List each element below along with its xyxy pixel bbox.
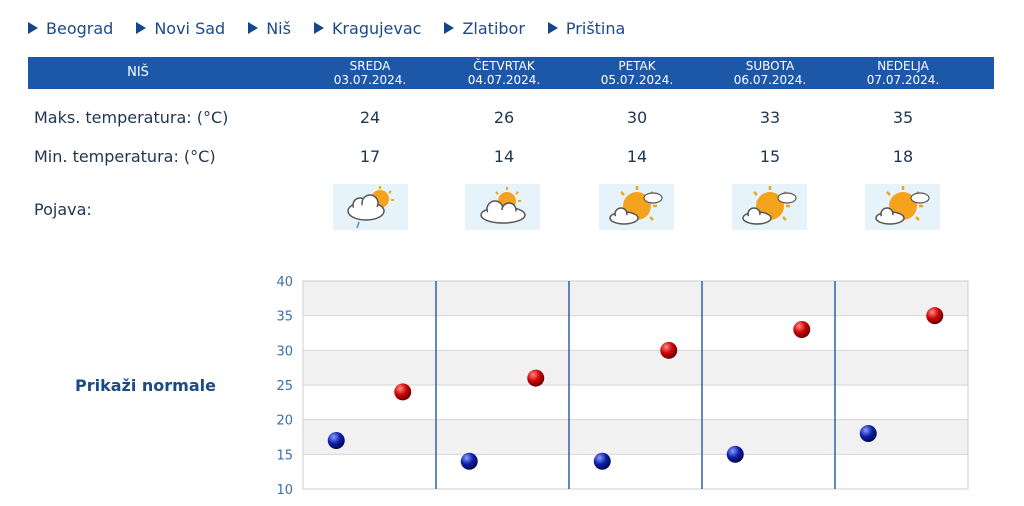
arrow-right-icon	[547, 22, 558, 34]
min-temp-value: 14	[493, 147, 515, 166]
arrow-right-icon	[248, 22, 259, 34]
day-name: SREDA	[349, 59, 391, 73]
max-temp-marker	[660, 341, 678, 359]
show-normals-link[interactable]: Prikaži normale	[75, 376, 216, 395]
nav-item-novi-sad[interactable]: Novi Sad	[136, 17, 225, 39]
nav-item-zlatibor[interactable]: Zlatibor	[444, 17, 525, 39]
day-name: NEDELJA	[877, 59, 929, 73]
arrow-right-icon	[28, 22, 38, 34]
arrow-right-icon	[444, 22, 455, 34]
min-temp-marker	[859, 425, 877, 443]
min-temp-value: 17	[359, 147, 381, 166]
max-temp-value: 24	[359, 108, 381, 127]
chart-band	[303, 419, 968, 455]
min-temp-value: 15	[759, 147, 781, 166]
min-temp-value: 18	[892, 147, 914, 166]
day-header-4: NEDELJA 07.07.2024.	[853, 57, 953, 91]
chart-band	[303, 385, 968, 420]
sun-cloud-rain-icon	[333, 184, 408, 230]
chart-band	[303, 350, 968, 385]
day-name: ČETVRTAK	[473, 59, 535, 73]
nav-label[interactable]: Niš	[266, 18, 291, 38]
max-temp-marker	[926, 307, 944, 325]
max-temp-value: 30	[626, 108, 648, 127]
sun-cloud-icon	[865, 184, 940, 230]
arrow-right-icon	[313, 22, 324, 34]
nav-label[interactable]: Beograd	[46, 18, 114, 38]
chart-band	[303, 454, 968, 489]
plot-frame	[302, 280, 969, 490]
day-header-0: SREDA 03.07.2024.	[320, 57, 420, 91]
nav-label[interactable]: Kragujevac	[331, 18, 422, 38]
nav-item-nis[interactable]: Niš	[248, 17, 291, 39]
max-temp-label: Maks. temperatura: (°C)	[34, 108, 229, 127]
sun-cloud-icon	[465, 184, 540, 230]
chart-band	[303, 281, 968, 316]
y-tick-label: 30	[276, 344, 293, 359]
min-temp-label: Min. temperatura: (°C)	[34, 147, 216, 166]
chart-band	[303, 315, 968, 351]
min-temp-marker	[327, 431, 345, 449]
y-tick-label: 20	[276, 414, 293, 429]
city-navigation: Beograd Novi Sad Niš Kragujevac Zlatibor…	[28, 17, 648, 39]
day-date: 07.07.2024.	[866, 73, 940, 87]
day-date: 04.07.2024.	[467, 73, 541, 87]
forecast-header: NIŠ SREDA 03.07.2024. ČETVRTAK 04.07.202…	[28, 57, 994, 89]
y-tick-label: 15	[276, 448, 293, 463]
city-name: NIŠ	[127, 65, 149, 80]
nav-item-pristina[interactable]: Priština	[547, 17, 626, 39]
day-date: 03.07.2024.	[333, 73, 407, 87]
min-temp-marker	[593, 452, 611, 470]
sun-cloud-icon	[599, 184, 674, 230]
nav-label[interactable]: Novi Sad	[154, 18, 226, 38]
arrow-right-icon	[136, 22, 147, 34]
day-header-2: PETAK 05.07.2024.	[587, 57, 687, 91]
nav-label[interactable]: Zlatibor	[462, 18, 525, 38]
min-temp-value: 14	[626, 147, 648, 166]
nav-label[interactable]: Priština	[565, 18, 626, 38]
nav-item-beograd[interactable]: Beograd	[28, 17, 113, 39]
day-name: SUBOTA	[745, 59, 795, 73]
day-header-3: SUBOTA 06.07.2024.	[720, 57, 820, 91]
min-temp-marker	[726, 445, 744, 463]
max-temp-marker	[527, 369, 545, 387]
y-tick-label: 10	[276, 483, 293, 498]
max-temp-value: 33	[759, 108, 781, 127]
max-temp-value: 35	[892, 108, 914, 127]
y-tick-label: 35	[276, 310, 293, 325]
day-date: 05.07.2024.	[600, 73, 674, 87]
y-tick-label: 40	[276, 275, 293, 290]
max-temp-marker	[793, 321, 811, 339]
y-tick-label: 25	[276, 379, 293, 394]
min-temp-marker	[460, 452, 478, 470]
day-date: 06.07.2024.	[733, 73, 807, 87]
max-temp-marker	[394, 383, 412, 401]
phenomenon-label: Pojava:	[34, 200, 92, 219]
day-header-1: ČETVRTAK 04.07.2024.	[454, 57, 554, 91]
day-name: PETAK	[618, 59, 656, 73]
nav-item-kragujevac[interactable]: Kragujevac	[313, 17, 422, 39]
max-temp-value: 26	[493, 108, 515, 127]
sun-cloud-icon	[732, 184, 807, 230]
